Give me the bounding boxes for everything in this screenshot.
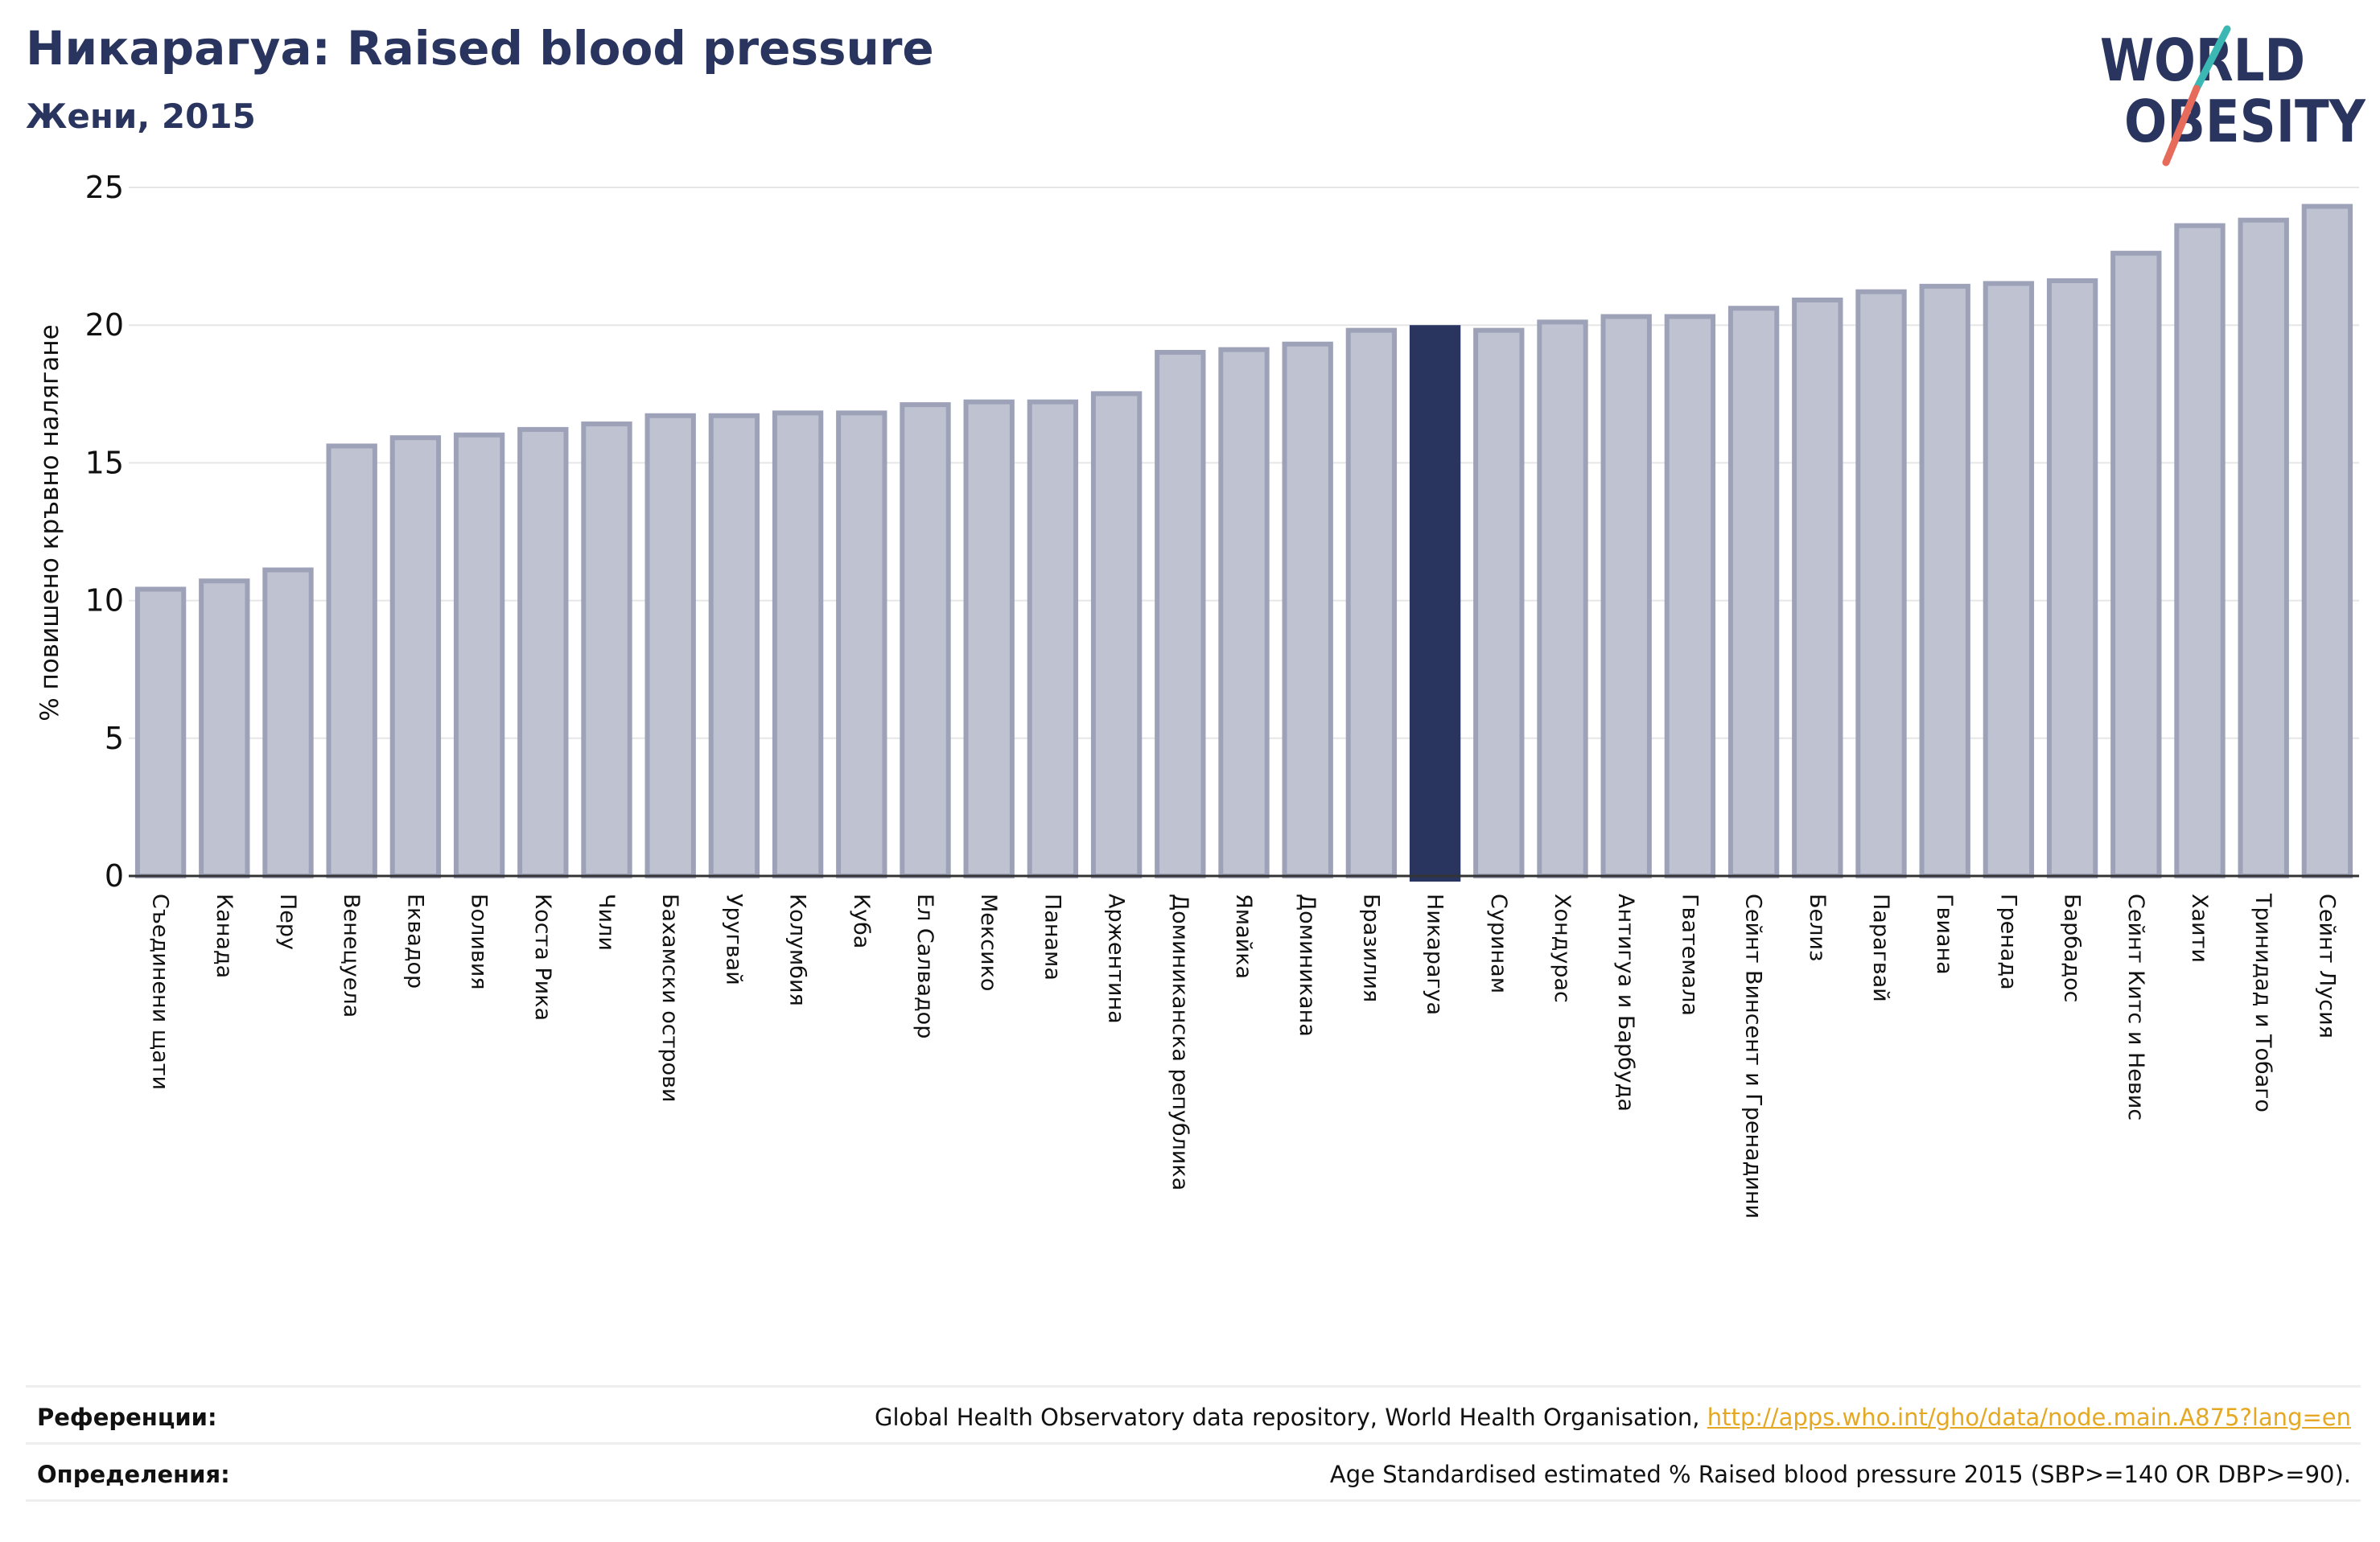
x-tick-label: Мексико [976,894,1001,991]
x-tick-label: Бахамски острови [657,894,682,1102]
bars [134,204,2353,882]
logo-line-obesity: OBESITY [2124,88,2366,155]
y-tick-label: 5 [105,721,124,756]
bar-9 [644,413,696,878]
bar-22 [1473,327,1525,878]
bar-8 [581,421,632,878]
x-axis-labels: Съединени щати Канада Перу Венецуела Еквадор… [148,893,2340,1219]
bar-32 [2110,250,2162,878]
bar-21 [1409,325,1461,882]
bar-18 [1218,347,1270,879]
references-value: Global Health Observatory data repositor… [875,1404,2351,1431]
x-tick-label: Уругвай [721,894,746,985]
bar-25 [1664,314,1716,878]
bar-14 [963,399,1015,878]
x-tick-label: Доминикана [1295,894,1320,1037]
y-tick-label: 25 [85,170,124,205]
x-tick-label: Аржентина [1104,894,1129,1024]
bar-35 [2301,204,2353,878]
x-tick-label: Куба [849,894,874,948]
x-tick-label: Коста Рика [530,894,555,1021]
bar-3 [262,567,314,879]
x-tick-label: Канада [212,894,237,978]
bar-5 [389,435,442,878]
bar-10 [708,413,760,878]
bar-33 [2174,223,2226,878]
logo-slash-red [2162,84,2201,167]
x-tick-label: Ел Салвадор [912,894,937,1038]
x-tick-label: Перу [275,894,300,950]
x-tick-label: Тринидад и Тобаго [2250,893,2275,1112]
bar-30 [1983,281,2035,878]
x-tick-label: Никарагуа [1423,894,1447,1015]
x-tick-label: Чили [594,894,619,951]
references-label: Референции: [37,1404,217,1431]
bar-34 [2238,217,2289,878]
y-tick-label: 0 [105,858,124,894]
bar-31 [2046,278,2098,878]
x-tick-label: Белиз [1805,894,1830,961]
x-tick-label: Барбадос [2060,894,2085,1002]
x-tick-label: Бразилия [1358,894,1383,1002]
definitions-row: Определения: Age Standardised estimated … [26,1442,2361,1501]
references-row: Референции: Global Health Observatory da… [26,1385,2361,1444]
bar-24 [1600,314,1652,878]
bar-26 [1727,306,1780,878]
x-tick-label: Хондурас [1550,894,1575,1003]
bar-23 [1537,319,1588,878]
bar-16 [1090,391,1143,879]
x-tick-label: Сейнт Винсент и Гренадини [1741,894,1766,1219]
bar-4 [326,443,377,878]
bar-19 [1282,341,1333,878]
y-tick-label: 20 [85,307,124,343]
definitions-label: Определения: [37,1461,230,1488]
bar-29 [1919,283,1970,878]
references-text: Global Health Observatory data repositor… [874,1404,1707,1431]
chart-title: Никарагуa: Raised blood pressure [26,21,934,76]
x-tick-label: Боливия [467,894,492,990]
bar-17 [1155,350,1206,878]
x-tick-label: Антигуа и Барбуда [1613,894,1638,1112]
x-tick-label: Суринам [1486,894,1511,993]
x-tick-label: Ямайка [1231,894,1256,979]
bar-28 [1855,289,1907,878]
x-tick-label: Гвиана [1932,894,1957,975]
bar-12 [836,410,887,878]
y-axis-label: % повишено кръвно налягане [35,324,64,722]
world-obesity-logo: WORLD OBESITY [2100,25,2366,167]
bar-7 [517,426,569,878]
bar-2 [199,578,250,878]
logo-slash-teal [2193,25,2231,93]
bar-chart: 0 5 10 15 20 25 Съединени щати Канада Перу Венец… [35,170,2359,1219]
x-tick-label: Гренада [1995,894,2020,990]
y-axis-ticks: 0 5 10 15 20 25 [85,170,124,894]
bar-20 [1345,327,1398,878]
bar-1 [134,586,187,878]
x-tick-label: Гватемала [1677,894,1702,1016]
bar-11 [772,410,824,878]
y-tick-label: 15 [85,445,124,480]
x-tick-label: Сейнт Лусия [2314,894,2339,1038]
x-tick-label: Еквадор [402,894,427,989]
references-link[interactable]: http://apps.who.int/gho/data/node.main.A… [1707,1404,2351,1431]
bar-6 [453,432,505,878]
x-tick-label: Сейнт Китс и Невис [2123,894,2148,1121]
x-tick-label: Венецуела [339,894,364,1018]
bar-15 [1027,399,1079,878]
x-tick-label: Панама [1040,894,1064,981]
definitions-value: Age Standardised estimated % Raised bloo… [1329,1461,2351,1488]
footer-divider [26,1499,2361,1502]
x-tick-label: Хаити [2187,894,2212,963]
bar-27 [1792,297,1843,878]
bar-13 [900,402,951,878]
y-tick-label: 10 [85,583,124,619]
x-tick-label: Парагвай [1868,894,1893,1002]
x-tick-label: Доминиканска република [1167,894,1192,1190]
chart-subtitle: Жени, 2015 [26,97,256,136]
x-tick-label: Съединени щати [148,894,173,1090]
x-tick-label: Колумбия [785,894,810,1006]
